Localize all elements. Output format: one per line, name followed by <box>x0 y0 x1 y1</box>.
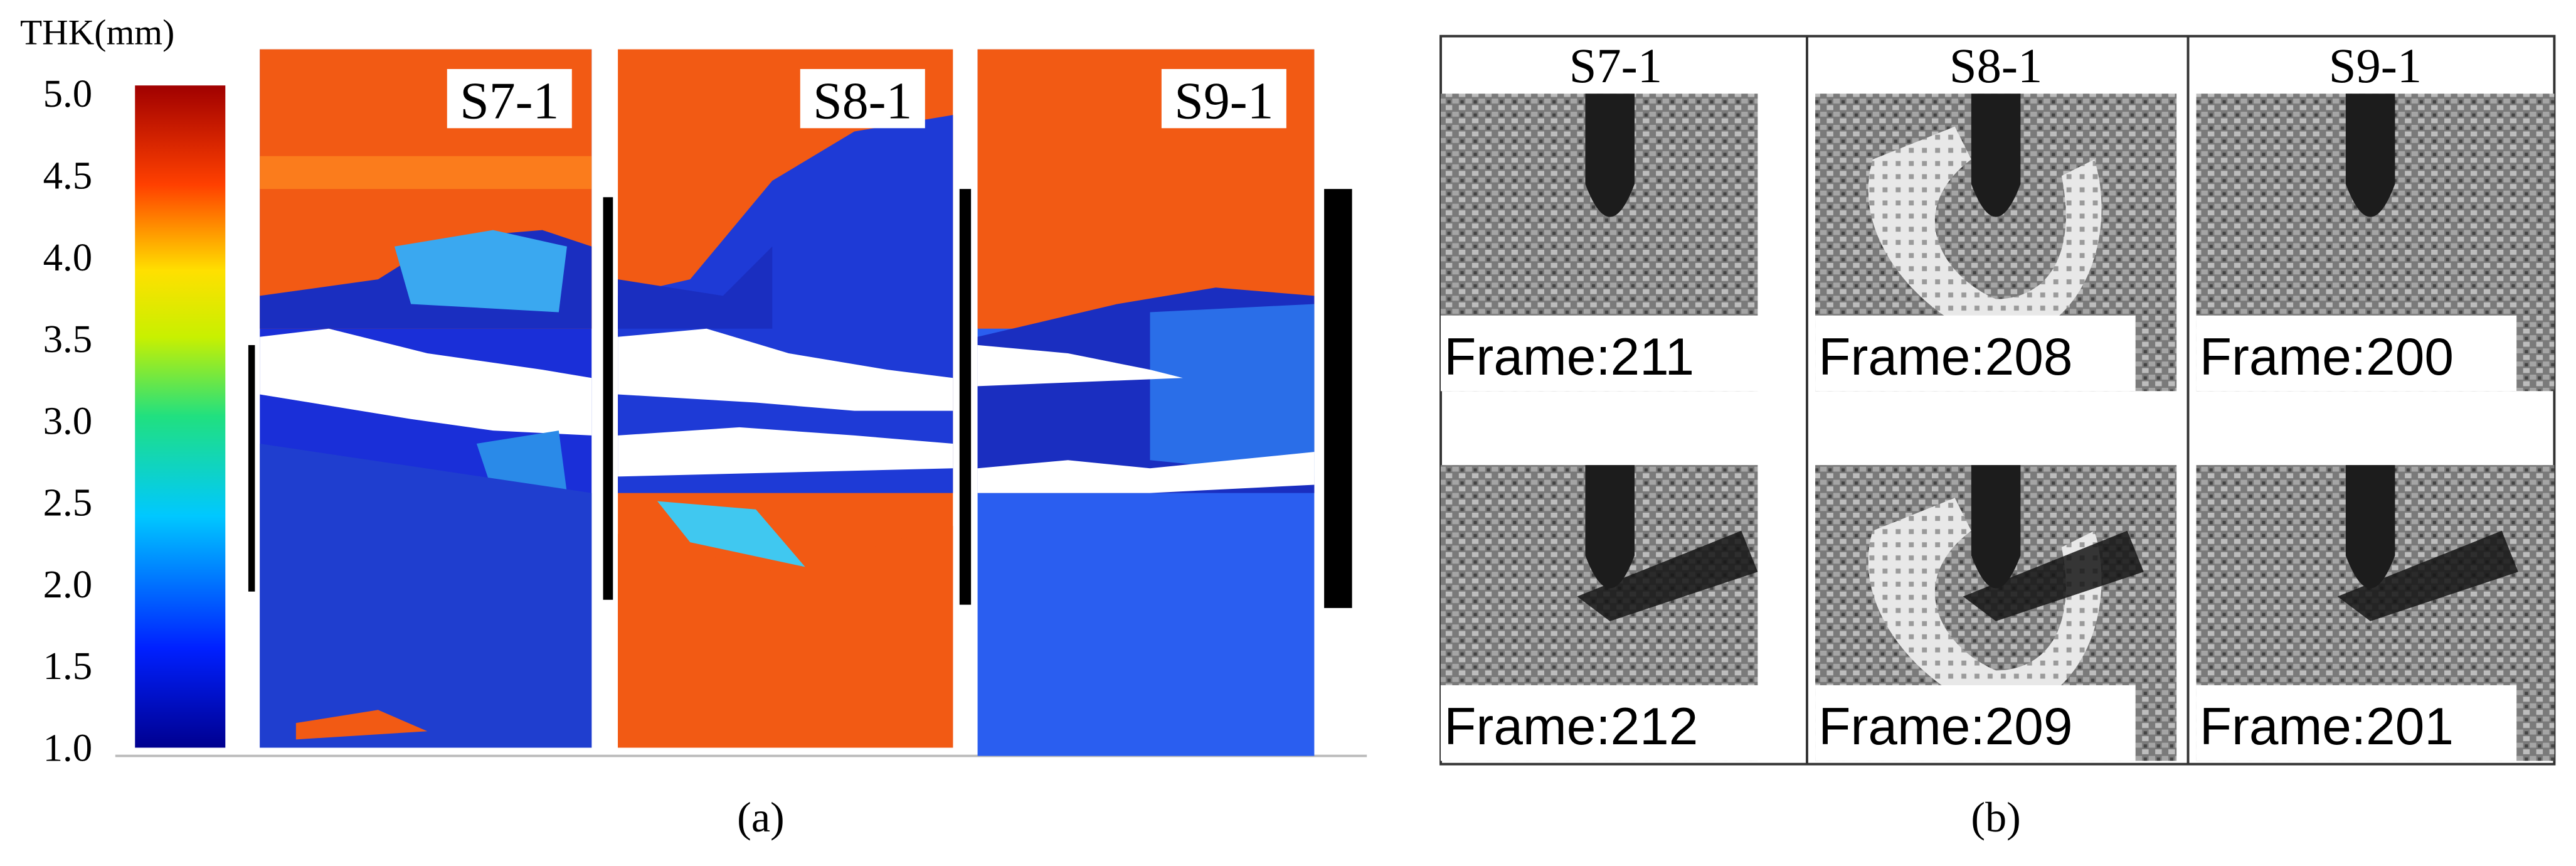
crack <box>2337 530 2518 621</box>
crack <box>1577 530 1758 621</box>
white-marking <box>1868 498 2102 712</box>
needle <box>1971 465 2021 589</box>
crack <box>1963 530 2144 621</box>
colorbar-tick-label: 2.0 <box>43 562 93 606</box>
label-box <box>1815 685 2136 761</box>
frame-label: Frame:211 <box>1444 327 1694 386</box>
panel-caption: (a) <box>737 793 785 841</box>
specimen-label: S7-1 <box>460 72 559 131</box>
colorbar-tick-label: 4.5 <box>43 153 93 197</box>
label-box <box>1815 315 2136 392</box>
needle <box>1585 465 1635 589</box>
frame-label: Frame:212 <box>1444 697 1698 756</box>
colorbar-tick-label: 3.5 <box>43 317 93 361</box>
colorbar-label: THK(mm) <box>20 13 174 53</box>
frame-label: Frame:208 <box>1818 327 2072 386</box>
frame-label: Frame:200 <box>2200 327 2454 386</box>
colorbar-tick-label: 3.0 <box>43 398 93 442</box>
colorbar-tick-label: 5.0 <box>43 72 93 115</box>
colorbar-tick-label: 2.5 <box>43 481 93 525</box>
label-box <box>1441 685 1761 761</box>
colorbar-tick-label: 4.0 <box>43 235 93 279</box>
specimen-label: S8-1 <box>813 72 912 131</box>
label-box <box>800 68 925 129</box>
column-header: S8-1 <box>1949 38 2042 93</box>
label-box <box>2196 685 2517 761</box>
thickness-map <box>977 49 1352 756</box>
label-box <box>1441 315 1761 392</box>
label-box <box>447 68 572 129</box>
needle <box>1585 94 1635 217</box>
colorbar-tick-label: 1.0 <box>43 725 93 769</box>
label-box <box>2196 315 2517 392</box>
panel-caption: (b) <box>1971 793 2020 841</box>
specimen-label: S9-1 <box>1174 72 1273 131</box>
white-marking <box>1868 126 2102 341</box>
frame-label: Frame:201 <box>2200 697 2454 756</box>
needle <box>2345 94 2395 217</box>
thickness-map <box>618 49 972 748</box>
needle <box>1971 94 2021 217</box>
thickness-map <box>248 49 613 748</box>
frame-grid <box>1439 35 2556 766</box>
column-header: S9-1 <box>2329 38 2422 93</box>
label-box <box>1161 68 1286 129</box>
frame-label: Frame:209 <box>1818 697 2072 756</box>
needle <box>2345 465 2395 589</box>
colorbar-tick-label: 1.5 <box>43 644 93 688</box>
colorbar <box>135 85 226 748</box>
column-header: S7-1 <box>1569 38 1662 93</box>
